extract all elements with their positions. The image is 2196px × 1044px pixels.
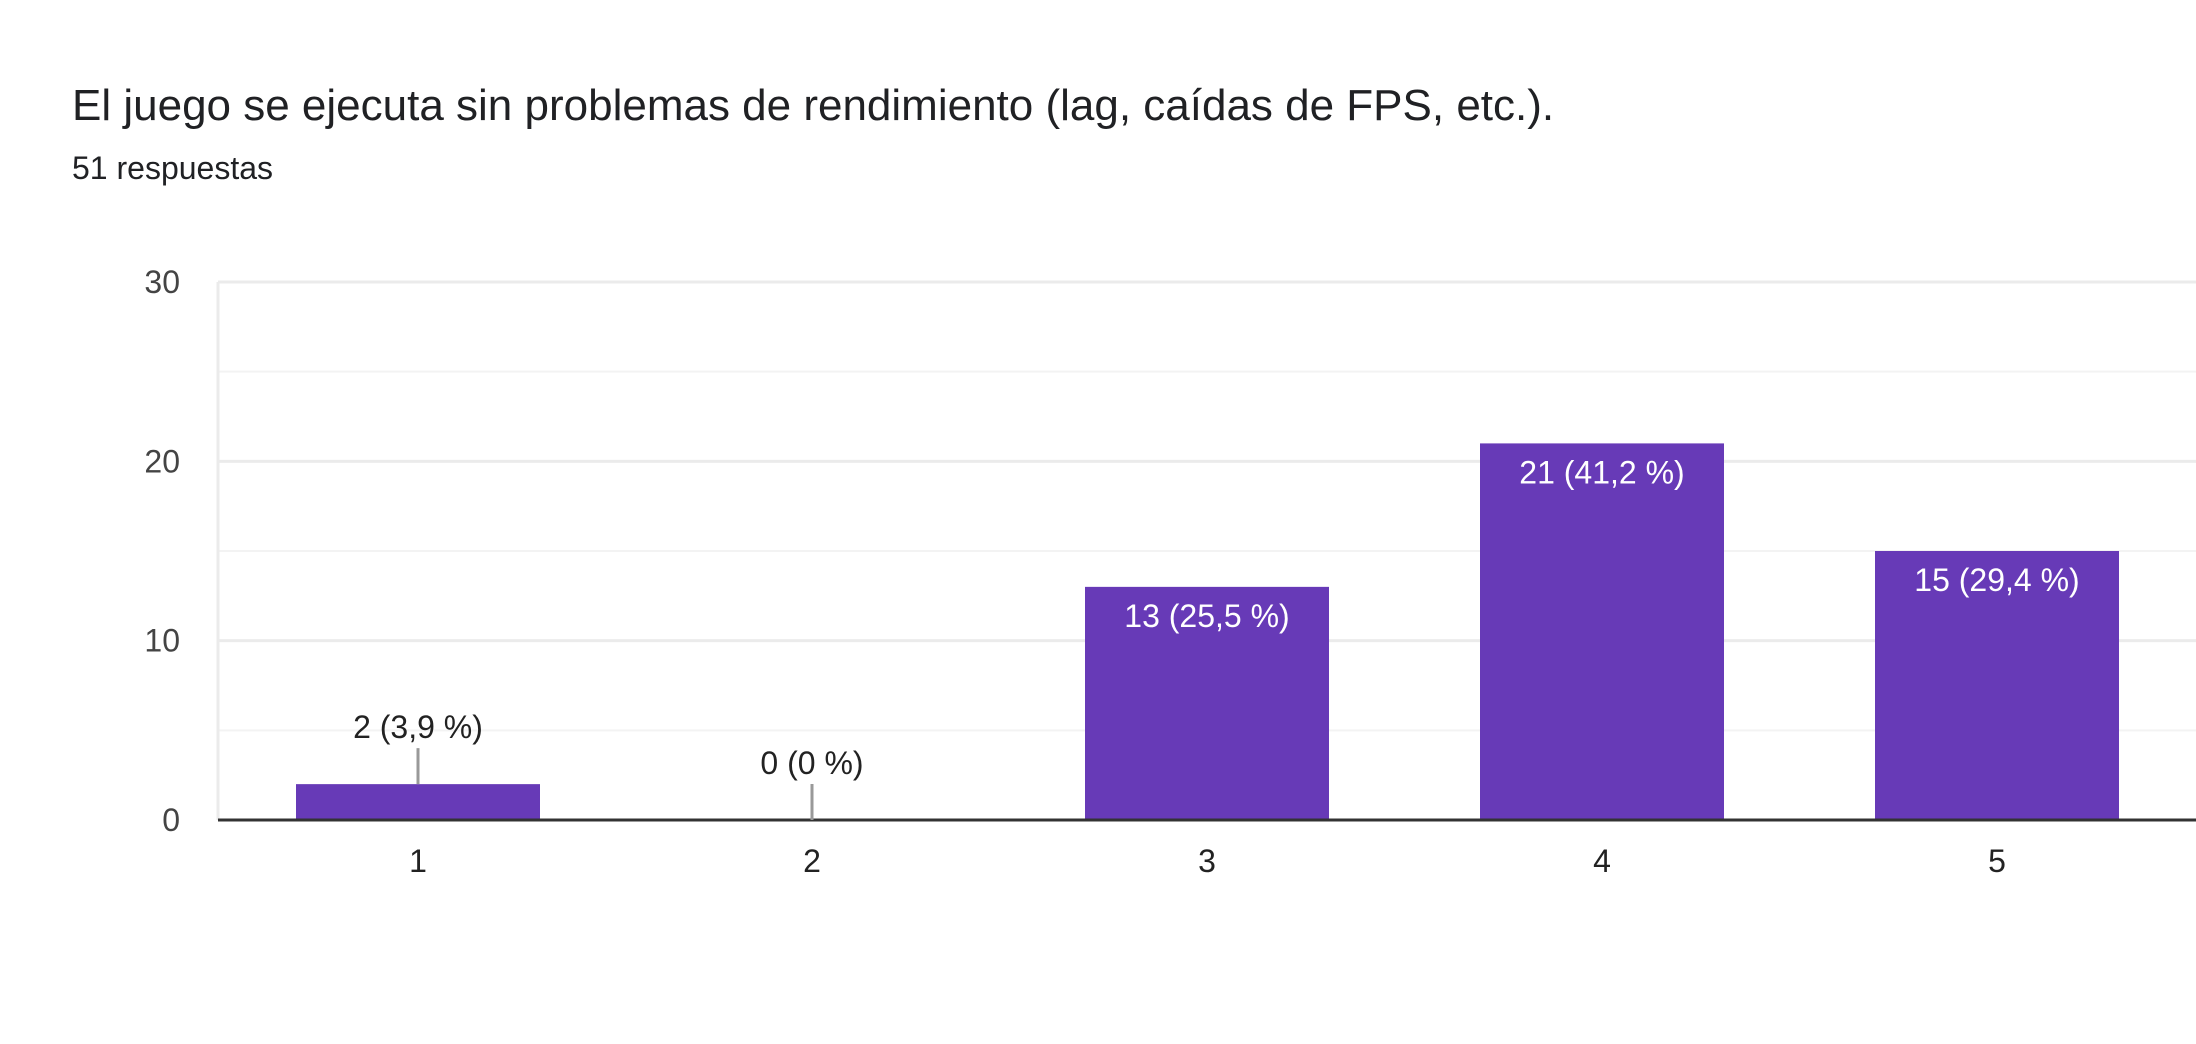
- chart-title: El juego se ejecuta sin problemas de ren…: [72, 81, 1555, 130]
- data-label-2: 0 (0 %): [760, 745, 863, 781]
- data-labels: 0 10 20 30 1 2 3 4 5 2 (3,9 %) 0 (0 %) 13 (25,5 %) 2…: [144, 264, 2079, 879]
- bar-1: [296, 784, 540, 820]
- y-tick-label: 20: [144, 443, 180, 479]
- x-tick-label: 4: [1593, 843, 1611, 879]
- data-label-4: 21 (41,2 %): [1519, 454, 1684, 490]
- y-tick-label: 0: [162, 802, 180, 838]
- x-tick-label: 2: [803, 843, 821, 879]
- x-tick-label: 1: [409, 843, 427, 879]
- bar-4: [1480, 443, 1724, 820]
- data-label-5: 15 (29,4 %): [1914, 562, 2079, 598]
- grid-lines: [216, 280, 2196, 820]
- bar-5: [1875, 551, 2119, 820]
- x-tick-label: 3: [1198, 843, 1216, 879]
- data-label-1: 2 (3,9 %): [353, 709, 483, 745]
- bar-3: [1085, 586, 1329, 820]
- y-tick-label: 30: [144, 264, 180, 300]
- response-count: 51 respuestas: [72, 150, 274, 186]
- x-tick-label: 5: [1988, 843, 2006, 879]
- y-tick-label: 10: [144, 623, 180, 659]
- bars: [296, 443, 2119, 820]
- data-label-3: 13 (25,5 %): [1124, 598, 1289, 634]
